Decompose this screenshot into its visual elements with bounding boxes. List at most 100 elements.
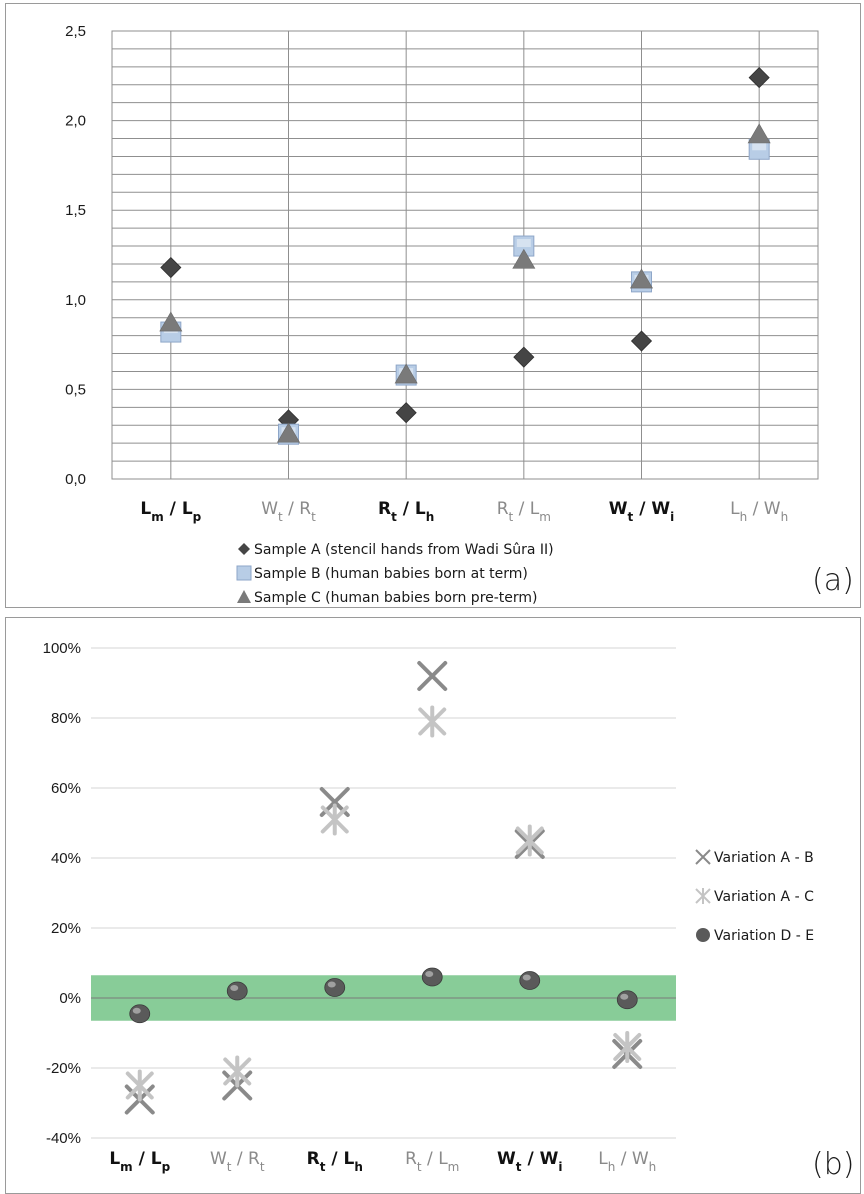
x-tick-label-subscript: t (278, 510, 283, 524)
data-point-asterisk (613, 1031, 642, 1063)
x-tick-label-part: / (522, 1149, 540, 1169)
panel-label-a: (a) (812, 563, 854, 598)
y-tick-label: -20% (46, 1060, 81, 1077)
plot-area-border (111, 30, 819, 480)
x-tick-label-subscript: h (649, 1160, 657, 1174)
x-tick-label-part: R (497, 499, 509, 519)
y-tick-label: 1,0 (65, 292, 86, 309)
x-tick-label-part: L (730, 499, 740, 519)
data-point-sphere (226, 981, 248, 1001)
x-tick-label: Lm / Lp (109, 1149, 170, 1174)
x-tick-label-part: W (210, 1149, 227, 1169)
x-tick-label-subscript: t (391, 510, 397, 524)
x-tick-label-part: L (415, 499, 426, 519)
x-tick-label-subscript: h (781, 510, 789, 524)
x-tick-label-part: W (609, 499, 628, 519)
chart-b-svg: -40% -20% 0% 20% 40% 60% 80% 100% Lm / Lp Wt / Rt… (43, 640, 855, 1182)
square-marker-highlight (752, 142, 767, 151)
legend-asterisk-icon (695, 888, 711, 904)
chart-panel-b: -40% -20% 0% 20% 40% 60% 80% 100% Lm / Lp Wt / Rt… (5, 617, 861, 1194)
data-point-sphere (324, 978, 346, 997)
asterisk-marker-shape (515, 824, 544, 857)
x-tick-label: Lm / Lp (140, 499, 201, 524)
x-tick-label-subscript: t (516, 1160, 522, 1174)
x-tick-label-part: R (378, 499, 391, 519)
data-point-asterisk (515, 824, 544, 857)
legend-label: Variation A - C (714, 889, 814, 905)
data-point-triangle (276, 422, 301, 443)
x-tick-label: Wt / Wi (497, 1149, 562, 1174)
x-tick-label: Wt / Wi (609, 499, 674, 524)
data-point-diamond (513, 346, 535, 368)
x-tick-label-subscript: t (227, 1160, 232, 1174)
data-point-asterisk (125, 1069, 154, 1102)
sphere-marker-shape (616, 990, 638, 1010)
data-point-diamond (395, 402, 417, 424)
x-tick-label-subscript: h (608, 1160, 616, 1174)
x-tick-label-part: / (325, 1149, 343, 1169)
x-tick-label-subscript: t (509, 510, 514, 524)
legend-triangle-icon (237, 590, 251, 603)
diamond-marker-shape (748, 67, 770, 89)
x-tick-label-subscript: t (320, 1160, 326, 1174)
sphere-marker-highlight (230, 985, 239, 991)
asterisk-marker-shape (320, 803, 349, 836)
x-tick-label-part: W (540, 1149, 559, 1169)
x-tick-label-part: R (248, 1149, 260, 1169)
legend-label: Sample A (stencil hands from Wadi Sûra I… (254, 542, 554, 558)
sphere-marker-highlight (327, 981, 336, 988)
x-tick-label-subscript: i (558, 1160, 562, 1174)
x-tick-label: Rt / Lm (405, 1149, 459, 1174)
x-tick-label-subscript: i (670, 510, 674, 524)
x-tick-label-subscript: m (151, 510, 164, 524)
y-tick-label: -40% (46, 1130, 81, 1147)
y-tick-label: 0% (59, 990, 81, 1007)
data-point-asterisk (320, 803, 349, 836)
x-tick-label-part: W (632, 1149, 649, 1169)
x-tick-label-part: / (422, 1149, 439, 1169)
x-tick-label: Rt / Lm (497, 499, 551, 524)
sphere-marker-highlight (620, 993, 629, 1000)
x-tick-label-part: W (651, 499, 670, 519)
x-tick-label-part: / (283, 499, 300, 519)
sphere-marker-highlight (522, 974, 531, 981)
data-point-sphere (129, 1004, 151, 1024)
square-marker-highlight (516, 239, 531, 248)
x-tick-label-part: / (747, 499, 764, 519)
triangle-marker-shape (747, 123, 771, 144)
x-tick-label-part: R (299, 499, 311, 519)
x-tick-label-part: L (151, 1149, 162, 1169)
x-tick-label: Wt / Rt (210, 1149, 265, 1174)
y-tick-label: 0,0 (65, 471, 86, 488)
x-tick-label-part: L (182, 499, 193, 519)
diamond-marker-shape (630, 330, 653, 352)
data-point-triangle (394, 363, 418, 384)
legend-item: Sample A (stencil hands from Wadi Sûra I… (238, 542, 554, 558)
y-tick-label: 40% (51, 850, 81, 867)
x-tick-label-part: W (497, 1149, 516, 1169)
legend-sphere-icon (696, 928, 710, 942)
data-point-diamond (160, 256, 182, 279)
asterisk-marker-shape (418, 705, 447, 738)
legend-item: Sample C (human babies born pre-term) (237, 590, 538, 606)
triangle-marker-shape (159, 311, 183, 332)
x-tick-label-subscript: m (120, 1160, 133, 1174)
data-point-sphere (519, 971, 541, 990)
asterisk-marker-shape (613, 1031, 642, 1063)
x-tick-label-subscript: h (740, 510, 748, 524)
legend-label: Variation D - E (714, 928, 814, 944)
x-tick-label-subscript: h (354, 1160, 363, 1174)
y-tick-label: 20% (51, 920, 81, 937)
sphere-marker-shape (324, 978, 346, 997)
x-tick-label-subscript: p (193, 510, 202, 524)
x-tick-label-subscript: t (311, 510, 316, 524)
legend-diamond-icon (238, 543, 250, 555)
x-tick-label-subscript: t (260, 1160, 265, 1174)
legend-x-icon (695, 849, 711, 865)
sphere-marker-shape (421, 967, 443, 987)
legend-item: Sample B (human babies born at term) (236, 565, 528, 582)
x-tick-label-part: / (397, 499, 415, 519)
legend-label: Sample B (human babies born at term) (254, 566, 528, 582)
x-tick-label-part: / (633, 499, 651, 519)
legend-item: Variation A - B (695, 849, 814, 866)
